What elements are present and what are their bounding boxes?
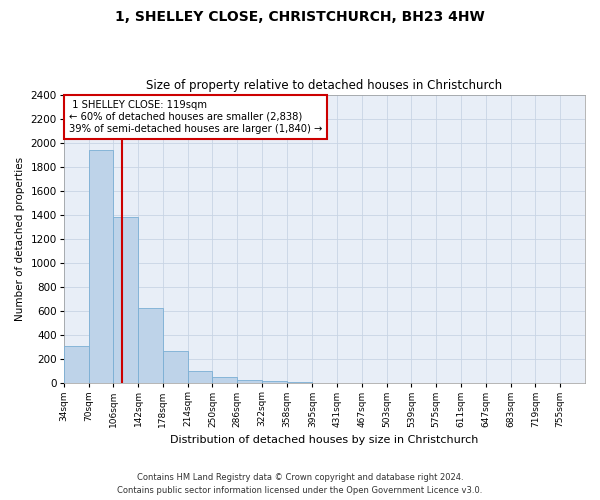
- Text: 1, SHELLEY CLOSE, CHRISTCHURCH, BH23 4HW: 1, SHELLEY CLOSE, CHRISTCHURCH, BH23 4HW: [115, 10, 485, 24]
- Bar: [64, 346, 89, 384]
- Bar: [113, 218, 138, 384]
- Bar: [237, 380, 262, 384]
- Bar: [287, 382, 311, 384]
- Y-axis label: Number of detached properties: Number of detached properties: [15, 157, 25, 321]
- Bar: [212, 376, 237, 384]
- Text: 1 SHELLEY CLOSE: 119sqm
← 60% of detached houses are smaller (2,838)
39% of semi: 1 SHELLEY CLOSE: 119sqm ← 60% of detache…: [69, 100, 322, 134]
- Bar: [188, 372, 212, 384]
- Bar: [138, 308, 163, 384]
- Bar: [262, 381, 287, 384]
- Bar: [89, 150, 113, 384]
- Text: Contains HM Land Registry data © Crown copyright and database right 2024.
Contai: Contains HM Land Registry data © Crown c…: [118, 474, 482, 495]
- Bar: [163, 351, 188, 384]
- Title: Size of property relative to detached houses in Christchurch: Size of property relative to detached ho…: [146, 79, 502, 92]
- X-axis label: Distribution of detached houses by size in Christchurch: Distribution of detached houses by size …: [170, 435, 479, 445]
